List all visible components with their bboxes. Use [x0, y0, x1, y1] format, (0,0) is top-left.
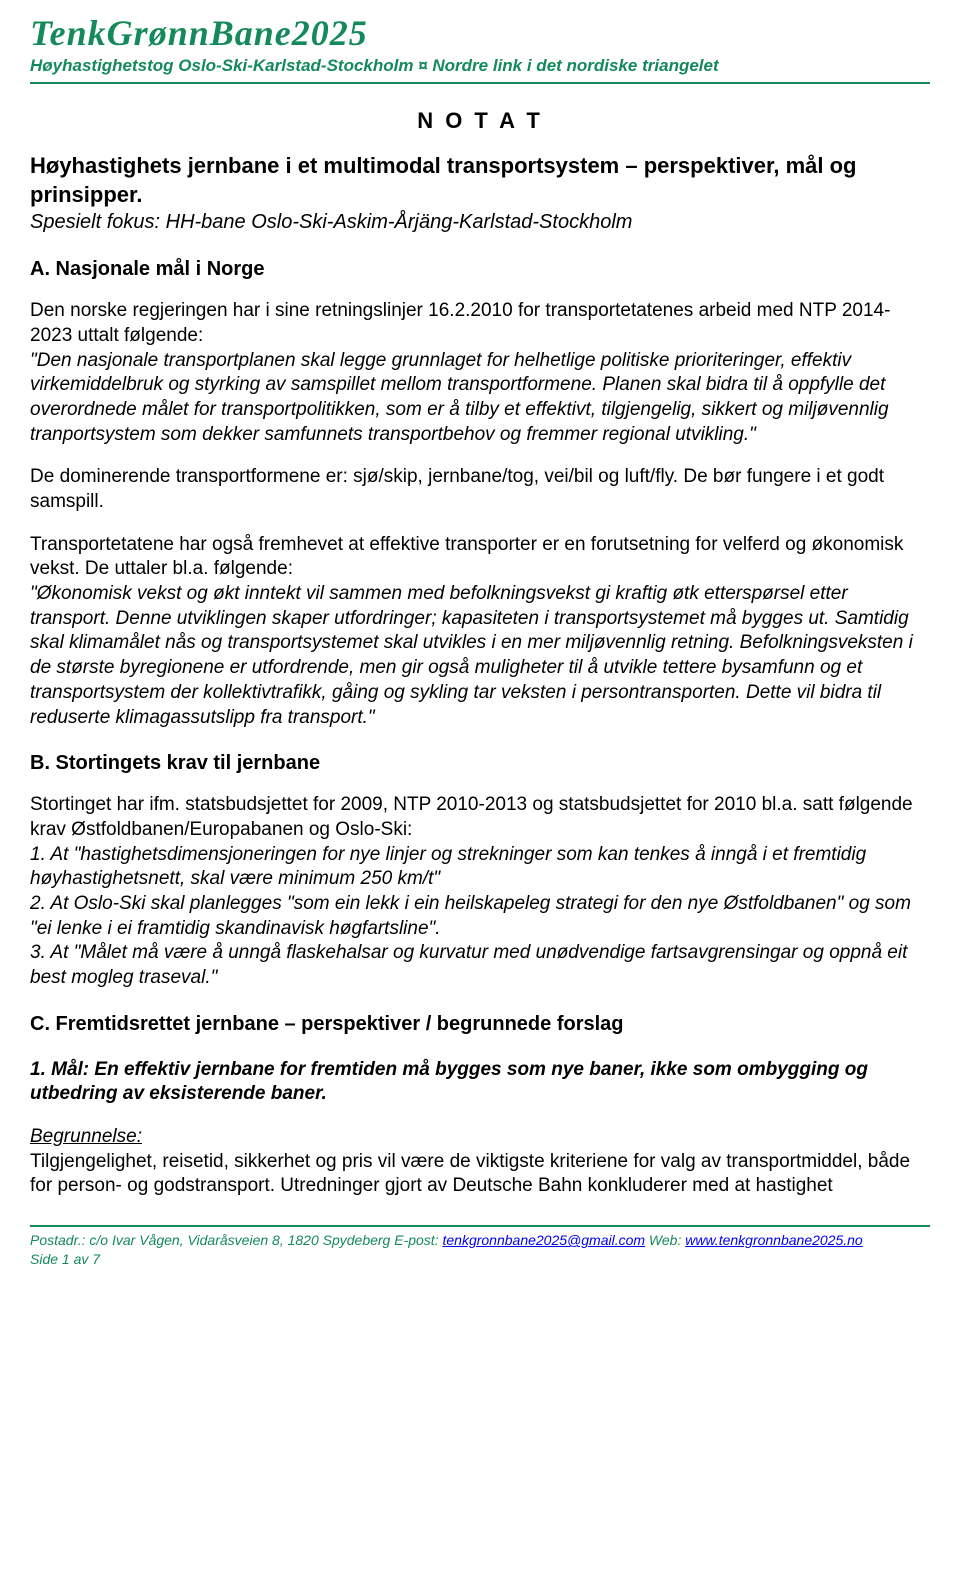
section-b-heading: B. Stortingets krav til jernbane — [30, 752, 930, 775]
section-c-heading: C. Fremtidsrettet jernbane – perspektive… — [30, 1013, 930, 1036]
section-a-heading: A. Nasjonale mål i Norge — [30, 258, 930, 281]
section-a-para2: De dominerende transportformene er: sjø/… — [30, 465, 930, 514]
brand-subtitle: Høyhastighetstog Oslo-Ski-Karlstad-Stock… — [30, 56, 930, 76]
section-c-goal1: 1. Mål: En effektiv jernbane for fremtid… — [30, 1058, 930, 1107]
page-header: TenkGrønnBane2025 Høyhastighetstog Oslo-… — [30, 12, 930, 84]
page-footer: Postadr.: c/o Ivar Vågen, Vidaråsveien 8… — [30, 1231, 930, 1269]
brand-title: TenkGrønnBane2025 — [30, 12, 930, 54]
section-b-item2-end: . — [435, 918, 440, 939]
section-b-item2-mid: og som — [843, 893, 911, 914]
notat-label: N O T A T — [30, 108, 930, 134]
rationale-text: Tilgjengelighet, reisetid, sikkerhet og … — [30, 1151, 910, 1197]
document-title: Høyhastighets jernbane i et multimodal t… — [30, 152, 930, 209]
footer-web-link[interactable]: www.tenkgronnbane2025.no — [685, 1232, 862, 1248]
section-b-item3-quote: "Målet må være å unngå flaskehalsar og k… — [30, 942, 907, 988]
section-a-p1-lead: Den norske regjeringen har i sine retnin… — [30, 300, 890, 346]
footer-divider — [30, 1225, 930, 1227]
section-a-para1: Den norske regjeringen har i sine retnin… — [30, 299, 930, 447]
section-a-p3-lead: Transportetatene har også fremhevet at e… — [30, 534, 903, 580]
section-b-item3-pre: 3. At — [30, 942, 74, 963]
section-b-lead: Stortinget har ifm. statsbudsjettet for … — [30, 794, 913, 840]
section-a-para3: Transportetatene har også fremhevet at e… — [30, 533, 930, 731]
section-b-item2-pre: 2. At Oslo-Ski skal planlegges — [30, 893, 287, 914]
header-divider — [30, 82, 930, 84]
section-c-rationale: Begrunnelse: Tilgjengelighet, reisetid, … — [30, 1125, 930, 1199]
section-b-body: Stortinget har ifm. statsbudsjettet for … — [30, 793, 930, 991]
rationale-label: Begrunnelse: — [30, 1126, 142, 1147]
document-subtitle: Spesielt fokus: HH-bane Oslo-Ski-Askim-Å… — [30, 211, 930, 234]
section-b-item2-quote1: "som ein lekk i ein heilskapeleg strateg… — [287, 893, 843, 914]
section-a-p1-quote: "Den nasjonale transportplanen skal legg… — [30, 350, 889, 445]
section-a-p3-quote: "Økonomisk vekst og økt inntekt vil samm… — [30, 583, 913, 727]
section-b-item2-quote2: "ei lenke i ei framtidig skandinavisk hø… — [30, 918, 435, 939]
section-b-item1-pre: 1. At — [30, 844, 74, 865]
section-b-item1-quote: "hastighetsdimensjoneringen for nye linj… — [30, 844, 866, 890]
footer-page-number: Side 1 av 7 — [30, 1251, 100, 1267]
footer-mid: Web: — [645, 1232, 685, 1248]
footer-address-pre: Postadr.: c/o Ivar Vågen, Vidaråsveien 8… — [30, 1232, 442, 1248]
footer-email-link[interactable]: tenkgronnbane2025@gmail.com — [442, 1232, 645, 1248]
